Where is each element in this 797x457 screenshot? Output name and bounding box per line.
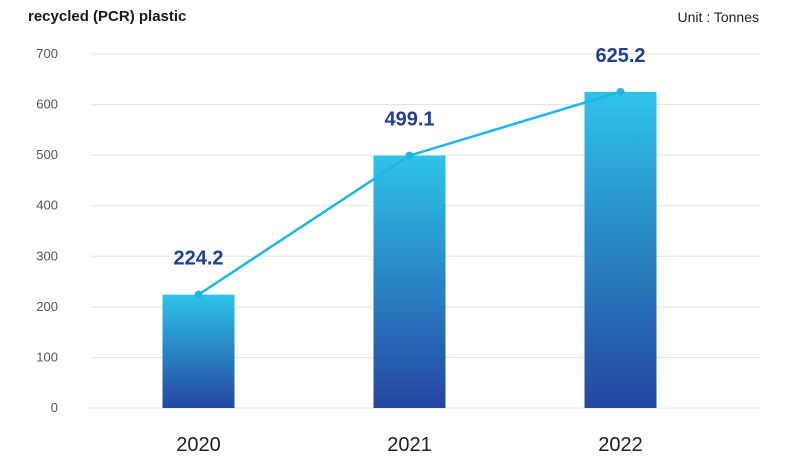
x-tick-label: 2020 xyxy=(176,434,221,456)
y-tick-label: 500 xyxy=(36,147,58,162)
y-tick-label: 600 xyxy=(36,97,58,112)
trend-point xyxy=(405,151,414,160)
y-tick-label: 0 xyxy=(51,400,58,415)
trend-point xyxy=(616,87,625,96)
unit-label: Unit : Tonnes xyxy=(677,9,759,25)
bar-2022 xyxy=(584,91,657,409)
trend-point xyxy=(194,290,203,299)
x-tick-label: 2021 xyxy=(387,434,432,456)
data-label: 625.2 xyxy=(595,45,645,67)
data-label: 499.1 xyxy=(384,109,434,131)
chart-title: recycled (PCR) plastic xyxy=(28,8,187,25)
y-tick-label: 700 xyxy=(36,46,58,61)
bar-2020 xyxy=(162,294,235,408)
y-tick-label: 300 xyxy=(36,248,58,263)
y-tick-label: 400 xyxy=(36,198,58,213)
y-tick-label: 200 xyxy=(36,299,58,314)
y-tick-label: 100 xyxy=(36,349,58,364)
x-tick-label: 2022 xyxy=(598,434,643,456)
data-label: 224.2 xyxy=(173,248,223,270)
bar-2021 xyxy=(373,155,446,408)
